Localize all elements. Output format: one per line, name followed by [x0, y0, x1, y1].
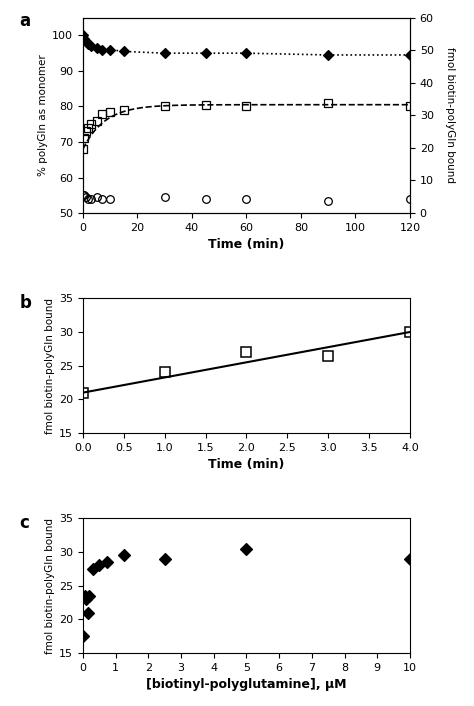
Y-axis label: fmol biotin-polyGln bound: fmol biotin-polyGln bound: [45, 517, 55, 654]
X-axis label: Time (min): Time (min): [208, 239, 285, 251]
X-axis label: [biotinyl-polyglutamine], μM: [biotinyl-polyglutamine], μM: [146, 678, 346, 691]
Text: c: c: [19, 514, 29, 532]
Y-axis label: % polyGln as monomer: % polyGln as monomer: [38, 54, 48, 176]
Y-axis label: fmol biotin-polyGln bound: fmol biotin-polyGln bound: [445, 47, 455, 184]
X-axis label: Time (min): Time (min): [208, 458, 285, 472]
Text: a: a: [19, 12, 30, 30]
Y-axis label: fmol biotin-polyGln bound: fmol biotin-polyGln bound: [45, 298, 55, 433]
Text: b: b: [19, 294, 31, 312]
